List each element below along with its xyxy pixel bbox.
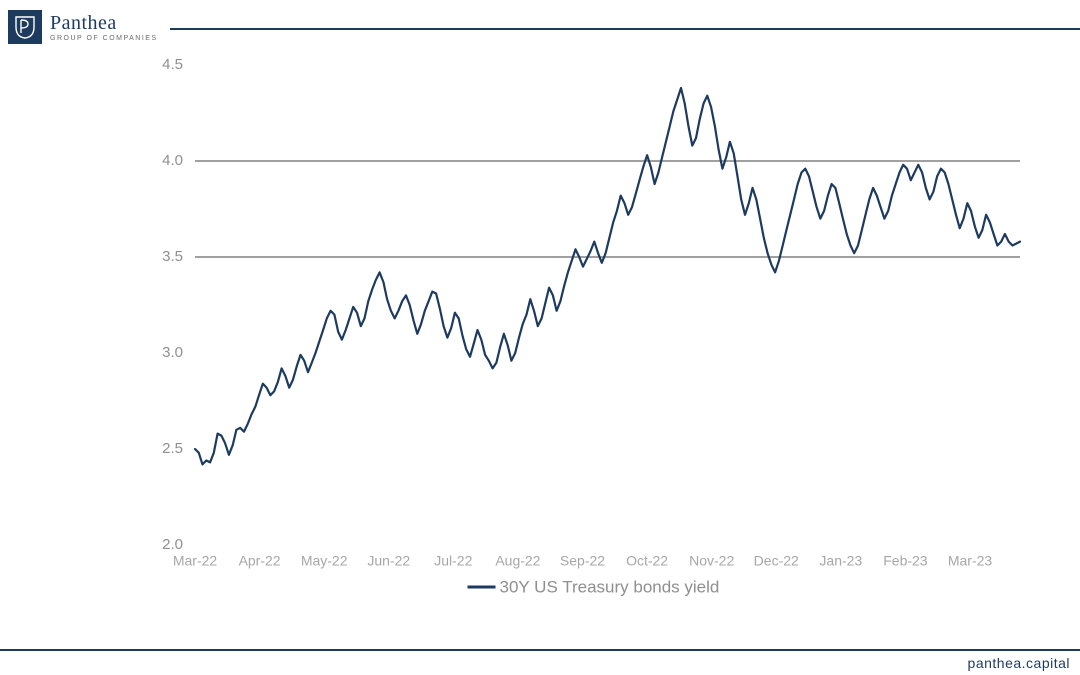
series-line: [195, 88, 1020, 464]
legend-label: 30Y US Treasury bonds yield: [500, 577, 720, 596]
y-tick-label: 2.0: [162, 536, 183, 553]
x-tick-label: Sep-22: [560, 552, 605, 568]
x-tick-label: Aug-22: [495, 552, 540, 568]
y-tick-label: 4.5: [162, 56, 183, 73]
header-rule: [170, 28, 1080, 30]
y-tick-label: 4.0: [162, 152, 183, 169]
x-tick-label: Jan-23: [819, 552, 862, 568]
x-tick-label: Oct-22: [626, 552, 668, 568]
x-tick-label: Apr-22: [239, 552, 281, 568]
x-tick-label: Dec-22: [754, 552, 799, 568]
brand-name: Panthea: [50, 13, 158, 33]
y-tick-label: 3.5: [162, 248, 183, 265]
yield-chart: 2.0 2.5 3.0 3.5 4.0 4.5 Mar-22 Apr-22 May-22 Jun-…: [140, 55, 1040, 615]
x-tick-label: Mar-22: [173, 552, 218, 568]
x-tick-label: Nov-22: [689, 552, 734, 568]
brand-logo: Panthea GROUP OF COMPANIES: [8, 10, 158, 44]
x-tick-label: May-22: [301, 552, 348, 568]
footer-rule: [0, 649, 1080, 651]
x-tick-label: Jun-22: [367, 552, 410, 568]
x-tick-label: Feb-23: [883, 552, 928, 568]
y-tick-label: 3.0: [162, 344, 183, 361]
brand-subtitle: GROUP OF COMPANIES: [50, 35, 158, 42]
brand-logo-mark: [8, 10, 42, 44]
x-tick-label: Jul-22: [434, 552, 472, 568]
legend: 30Y US Treasury bonds yield: [468, 577, 720, 596]
x-tick-label: Mar-23: [948, 552, 993, 568]
y-tick-label: 2.5: [162, 440, 183, 457]
footer-link: panthea.capital: [968, 655, 1070, 671]
